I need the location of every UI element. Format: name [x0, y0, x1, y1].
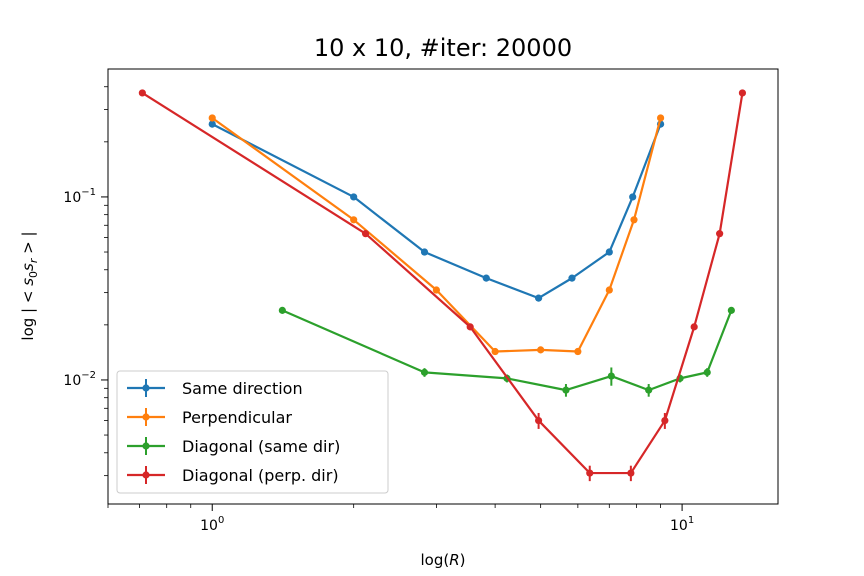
- data-point: [690, 323, 698, 331]
- plot-frame: [107, 68, 779, 505]
- data-point: [574, 347, 582, 356]
- data-point: [350, 193, 358, 201]
- legend-box: [116, 370, 389, 494]
- legend-label: Diagonal (perp. dir): [182, 466, 339, 485]
- data-point: [491, 347, 499, 356]
- series-line: [211, 123, 662, 300]
- data-point: [432, 286, 441, 294]
- data-point: [716, 230, 724, 238]
- data-point: [630, 216, 638, 224]
- x-tick-label: 101: [670, 515, 694, 534]
- data-point: [738, 89, 747, 97]
- x-axis-label: log(R): [420, 551, 465, 569]
- series-line: [211, 117, 662, 353]
- data-point: [420, 368, 429, 376]
- y-axis-label: log | < s0sr > |: [19, 231, 40, 340]
- data-point: [605, 248, 613, 256]
- series-line: [141, 91, 744, 475]
- series-2: [208, 114, 665, 356]
- legend-marker: [142, 384, 150, 392]
- data-point: [208, 114, 216, 122]
- tick-layer: 100 101 10−2 10−1: [63, 86, 694, 534]
- data-point: [703, 368, 711, 376]
- y-tick-label: 10−2: [63, 370, 96, 389]
- plot-area: 100 101 10−2 10−1: [63, 68, 779, 534]
- legend-marker: [142, 471, 150, 479]
- legend-entry: Perpendicular: [127, 408, 292, 427]
- data-point: [466, 323, 474, 331]
- data-point: [645, 386, 653, 394]
- data-point: [350, 216, 358, 224]
- data-point: [361, 230, 370, 238]
- legend: Same direction Perpendicular Diagonal (sam…: [116, 370, 389, 494]
- data-point: [535, 294, 543, 302]
- series-layer: [138, 89, 747, 482]
- series-1: [208, 120, 665, 302]
- series-3: [278, 306, 735, 397]
- data-point: [627, 469, 635, 477]
- data-point: [656, 114, 665, 122]
- data-point: [568, 274, 576, 282]
- data-point: [661, 416, 669, 425]
- x-tick-label: 100: [200, 515, 224, 534]
- data-point: [208, 120, 216, 128]
- legend-label: Diagonal (same dir): [182, 437, 340, 456]
- data-point: [535, 416, 543, 425]
- legend-label: Perpendicular: [182, 408, 292, 427]
- data-point: [278, 306, 286, 314]
- data-point: [482, 274, 490, 282]
- series-4: [138, 89, 747, 482]
- legend-label: Same direction: [182, 379, 303, 398]
- data-point: [562, 386, 570, 394]
- data-point: [607, 372, 615, 380]
- data-point: [727, 306, 735, 314]
- data-point: [420, 248, 429, 256]
- legend-entry: Diagonal (perp. dir): [127, 466, 339, 485]
- y-tick-label: 10−1: [63, 187, 96, 206]
- data-point: [537, 346, 545, 354]
- legend-entry: Same direction: [127, 379, 303, 398]
- data-point: [586, 469, 594, 477]
- data-point: [605, 286, 613, 294]
- chart-title: 10 x 10, #iter: 20000: [314, 34, 572, 62]
- data-point: [629, 193, 637, 201]
- legend-marker: [142, 442, 150, 450]
- data-point: [138, 89, 146, 97]
- legend-marker: [142, 413, 150, 421]
- legend-entry: Diagonal (same dir): [127, 437, 340, 456]
